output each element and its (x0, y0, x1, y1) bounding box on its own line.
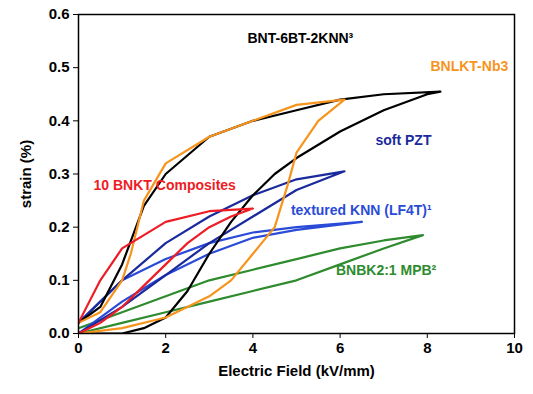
svg-text:0.1: 0.1 (49, 271, 70, 288)
svg-text:0.4: 0.4 (49, 112, 71, 129)
svg-text:soft PZT: soft PZT (375, 132, 431, 148)
svg-text:0.6: 0.6 (49, 5, 70, 22)
svg-text:2: 2 (162, 339, 170, 356)
svg-text:textured KNN (LF4T)¹: textured KNN (LF4T)¹ (291, 202, 432, 218)
svg-text:0.2: 0.2 (49, 218, 70, 235)
svg-text:0.3: 0.3 (49, 165, 70, 182)
svg-text:Electric Field (kV/mm): Electric Field (kV/mm) (218, 362, 375, 379)
svg-text:BNBK2:1 MPB²: BNBK2:1 MPB² (336, 262, 437, 278)
svg-text:BNLKT-Nb3: BNLKT-Nb3 (430, 58, 508, 74)
svg-text:4: 4 (249, 339, 258, 356)
svg-text:8: 8 (423, 339, 431, 356)
svg-text:BNT-6BT-2KNN³: BNT-6BT-2KNN³ (247, 30, 353, 46)
svg-text:10 BNKT Composites: 10 BNKT Composites (94, 177, 237, 193)
svg-text:10: 10 (506, 339, 523, 356)
svg-text:0.5: 0.5 (49, 58, 70, 75)
svg-text:6: 6 (336, 339, 344, 356)
svg-text:strain (%): strain (%) (17, 140, 34, 208)
svg-text:0.0: 0.0 (49, 324, 70, 341)
svg-text:0: 0 (74, 339, 82, 356)
